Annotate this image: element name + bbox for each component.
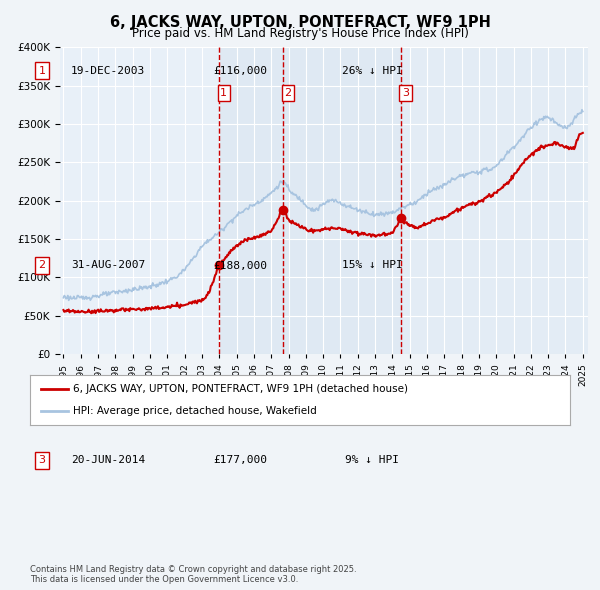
Text: 2: 2: [38, 261, 46, 270]
Text: £177,000: £177,000: [213, 455, 267, 465]
Text: Price paid vs. HM Land Registry's House Price Index (HPI): Price paid vs. HM Land Registry's House …: [131, 27, 469, 40]
Text: 15% ↓ HPI: 15% ↓ HPI: [341, 261, 403, 270]
Text: HPI: Average price, detached house, Wakefield: HPI: Average price, detached house, Wake…: [73, 406, 317, 416]
Text: 1: 1: [38, 66, 46, 76]
Text: 2: 2: [284, 88, 292, 98]
Text: 6, JACKS WAY, UPTON, PONTEFRACT, WF9 1PH: 6, JACKS WAY, UPTON, PONTEFRACT, WF9 1PH: [110, 15, 490, 30]
Bar: [401, 47, 592, 354]
Text: 20-JUN-2014: 20-JUN-2014: [71, 455, 145, 465]
Text: Contains HM Land Registry data © Crown copyright and database right 2025.
This d: Contains HM Land Registry data © Crown c…: [30, 565, 356, 584]
Text: 6, JACKS WAY, UPTON, PONTEFRACT, WF9 1PH (detached house): 6, JACKS WAY, UPTON, PONTEFRACT, WF9 1PH…: [73, 384, 408, 394]
Text: 1: 1: [220, 88, 227, 98]
Bar: [218, 47, 283, 354]
Text: 31-AUG-2007: 31-AUG-2007: [71, 261, 145, 270]
Text: 3: 3: [38, 455, 46, 465]
Text: 19-DEC-2003: 19-DEC-2003: [71, 66, 145, 76]
Text: £188,000: £188,000: [213, 261, 267, 270]
Text: £116,000: £116,000: [213, 66, 267, 76]
Bar: [283, 47, 401, 354]
Text: 26% ↓ HPI: 26% ↓ HPI: [341, 66, 403, 76]
Text: 9% ↓ HPI: 9% ↓ HPI: [345, 455, 399, 465]
Text: 3: 3: [402, 88, 409, 98]
